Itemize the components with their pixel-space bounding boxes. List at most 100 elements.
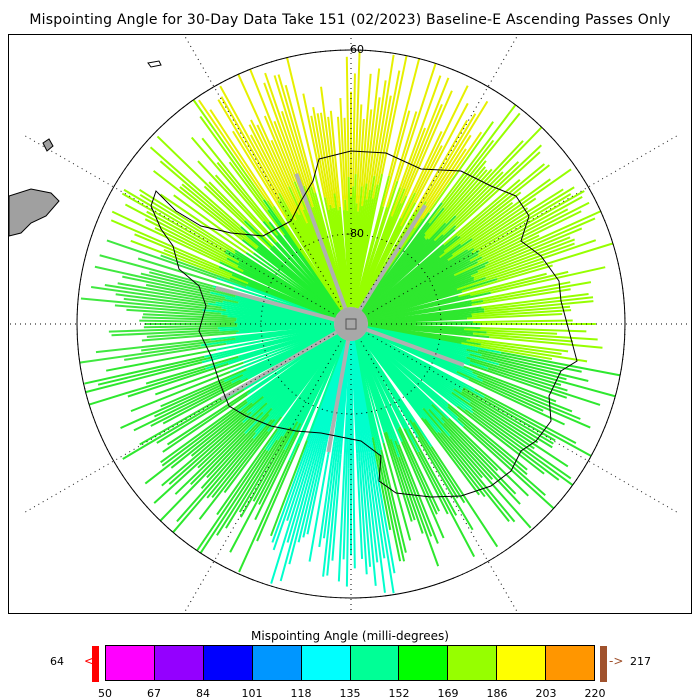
latitude-label-80: -80 — [346, 227, 364, 240]
swath-track-outer — [368, 452, 386, 559]
swath-track-outer — [79, 361, 203, 395]
colorbar-tick-label: 50 — [98, 687, 112, 700]
swath-track-inner — [275, 241, 341, 313]
swath-track-outer — [444, 140, 524, 224]
swath-track-outer — [352, 458, 356, 569]
colorbar-title: Mispointing Angle (milli-degrees) — [251, 629, 449, 643]
swath-track-outer — [469, 208, 569, 262]
over-range-swatch — [600, 646, 607, 682]
swath-track-outer — [379, 454, 406, 562]
swath-track-outer — [483, 396, 594, 459]
swath-track-outer — [123, 297, 227, 312]
colorbar-segment — [106, 646, 155, 680]
swath-track-outer — [198, 99, 269, 202]
swath-track-outer — [200, 413, 270, 489]
swath-track-outer — [320, 86, 336, 194]
swath-track-outer — [413, 148, 467, 229]
swath-track-outer — [80, 297, 203, 311]
swath-track-outer — [451, 391, 535, 450]
swath-track-outer — [480, 343, 588, 363]
data-gap — [294, 172, 353, 325]
swath-track-outer — [157, 432, 246, 524]
swath-track-outer — [496, 241, 617, 281]
swath-track-outer — [471, 193, 572, 254]
swath-track-outer — [486, 331, 598, 341]
swath-track-outer — [377, 454, 402, 562]
swath-track-outer — [270, 440, 308, 537]
swath-track-outer — [122, 397, 226, 460]
colorbar-segment — [497, 646, 547, 680]
swath-track-outer — [144, 410, 239, 485]
swath-track-outer — [490, 266, 606, 294]
swath-track-outer — [357, 119, 365, 212]
swath-track-inner — [272, 245, 340, 313]
swath-track-outer — [198, 430, 269, 520]
swath-track-outer — [123, 188, 227, 252]
swath-track-outer — [382, 110, 411, 207]
swath-track-outer — [95, 338, 211, 354]
swath-track-outer — [356, 453, 364, 560]
colorbar-segment — [448, 646, 498, 680]
swath-track-outer — [162, 393, 249, 453]
swath-track-outer — [104, 284, 216, 304]
swath-track-outer — [146, 330, 239, 338]
colorbar-segment — [203, 646, 253, 680]
swath-track-outer — [466, 339, 562, 355]
swath-track-outer — [385, 111, 418, 208]
swath-track-inner — [272, 205, 343, 311]
swath-track-inner — [356, 195, 408, 309]
colorbar-tick-label: 67 — [147, 687, 161, 700]
swath-track-outer — [302, 441, 326, 538]
swath-track-outer — [114, 304, 222, 315]
swath-track-inner — [367, 291, 492, 322]
swath-track-outer — [189, 411, 264, 486]
graticule — [9, 35, 691, 613]
swath-track-outer — [256, 124, 301, 215]
swath-track-outer — [401, 441, 445, 539]
swath-track-outer — [403, 428, 449, 515]
meridian-line — [183, 323, 352, 613]
under-range-arrow: < — [84, 654, 95, 668]
swath-track-outer — [477, 349, 582, 373]
swath-track-outer — [197, 160, 268, 236]
swath-track-inner — [367, 324, 490, 339]
swath-track-outer — [473, 332, 574, 343]
swath-track-outer — [145, 283, 239, 304]
swath-track-outer — [190, 136, 265, 223]
swath-track-outer — [214, 174, 278, 243]
swath-track-outer — [263, 115, 305, 210]
swath-track-outer — [133, 381, 233, 432]
swath-track-outer — [373, 54, 395, 177]
south-america-coast — [9, 188, 60, 237]
swath-track-outer — [397, 444, 439, 544]
colorbar-segment — [301, 646, 351, 680]
meridian-line — [350, 323, 519, 613]
swath-track-outer — [358, 461, 368, 575]
swath-track-outer — [417, 436, 474, 531]
swath-track-outer — [140, 272, 236, 298]
swath-track-outer — [228, 161, 285, 236]
swath-track-outer — [339, 97, 347, 200]
swath-track-outer — [447, 403, 528, 471]
swath-track-outer — [440, 432, 516, 523]
swath-track-outer — [156, 388, 245, 444]
swath-track-outer — [458, 272, 547, 298]
swath-track-outer — [258, 422, 302, 505]
colorbar-tick-label: 101 — [241, 687, 263, 700]
swath-track-outer — [159, 160, 247, 236]
swath-track-outer — [154, 373, 244, 418]
swath-track-outer — [482, 380, 591, 429]
swath-track-outer — [407, 428, 458, 516]
swath-track-outer — [264, 72, 305, 187]
swath-track-outer — [461, 390, 553, 449]
swath-track-outer — [383, 432, 413, 522]
swath-track-outer — [134, 233, 233, 276]
swath-track-outer — [115, 293, 222, 309]
swath-track-outer — [456, 163, 546, 237]
swath-track-outer — [263, 82, 305, 192]
swath-track-outer — [284, 52, 317, 175]
swath-track-outer — [150, 379, 242, 427]
swath-track-outer — [414, 119, 469, 213]
swath-track-outer — [484, 217, 596, 267]
swath-track-inner — [210, 324, 335, 341]
